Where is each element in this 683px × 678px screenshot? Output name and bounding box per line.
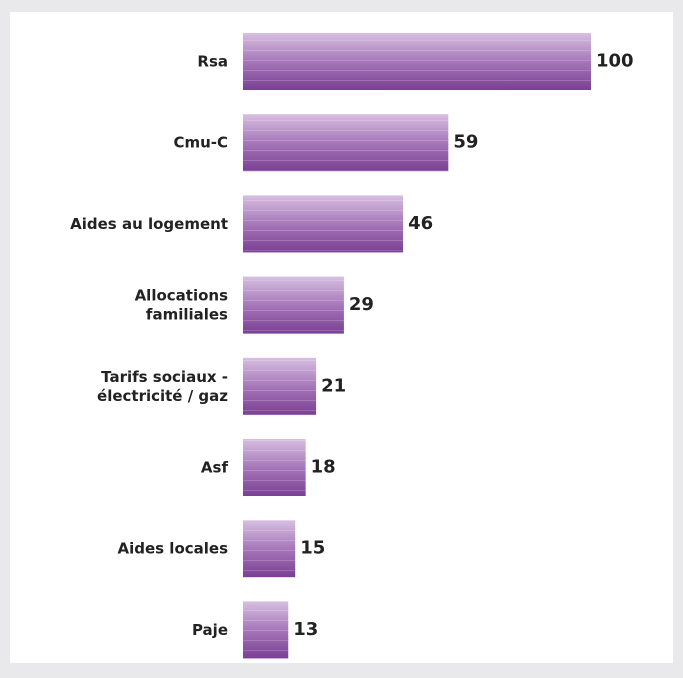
category-label: Paje: [192, 620, 228, 638]
category-label: Rsa: [197, 52, 228, 70]
category-label: Allocations familiales: [135, 286, 229, 323]
bar-stripes: [243, 276, 344, 334]
panel: [10, 12, 673, 663]
category-label: Asf: [201, 458, 229, 476]
category-label: Aides locales: [117, 539, 228, 557]
value-label: 100: [596, 51, 634, 72]
bar-stripes: [243, 114, 449, 172]
value-label: 59: [453, 132, 478, 153]
value-label: 15: [300, 538, 325, 559]
value-label: 21: [321, 375, 346, 396]
bar-stripes: [243, 439, 306, 496]
value-label: 29: [349, 294, 374, 315]
category-label: Aides au logement: [70, 214, 228, 232]
bar-stripes: [243, 357, 317, 415]
value-label: 46: [408, 213, 433, 234]
bar-stripes: [243, 520, 296, 578]
category-label: Cmu-C: [173, 133, 228, 151]
category-label: Tarifs sociaux -électricité / gaz: [97, 367, 228, 404]
value-label: 18: [311, 457, 336, 478]
bar-stripes: [243, 33, 591, 90]
value-label: 13: [293, 619, 318, 640]
bar-stripes: [243, 195, 404, 253]
bar-stripes: [243, 601, 289, 659]
